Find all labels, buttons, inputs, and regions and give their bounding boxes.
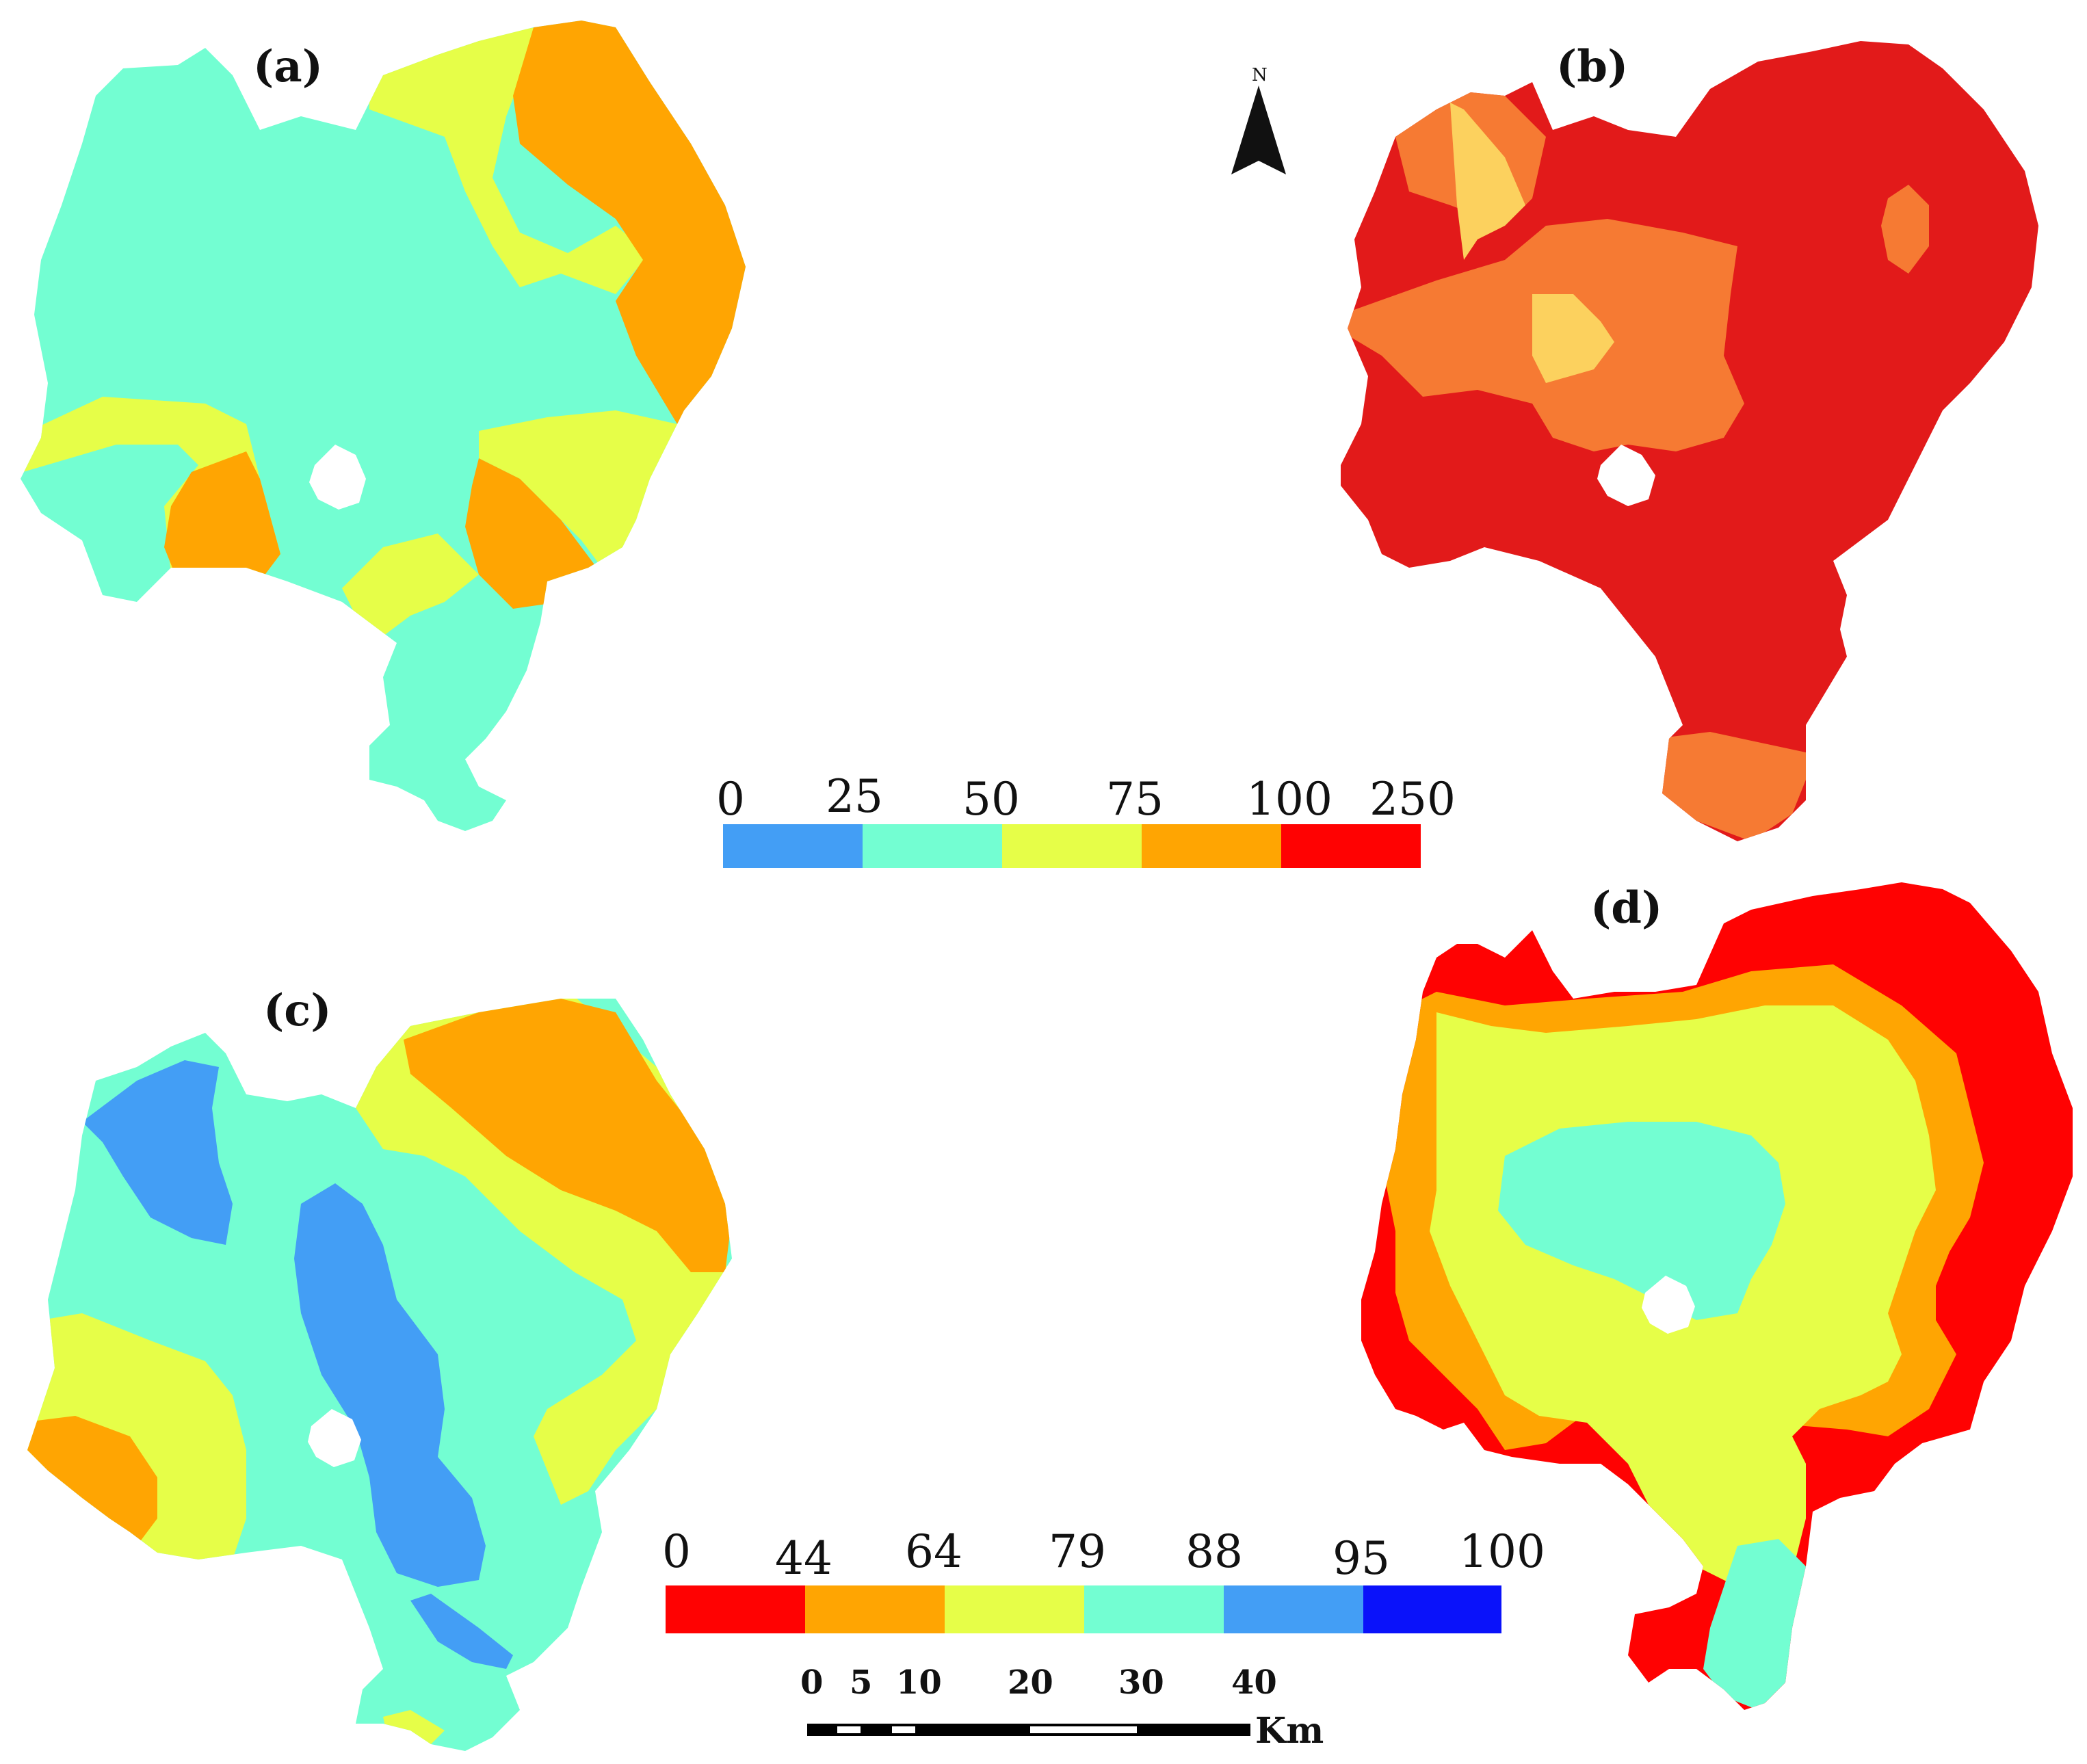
north-arrow: N (1224, 65, 1293, 195)
north-arrow-icon (1231, 85, 1286, 174)
scale-segment-4 (889, 1724, 918, 1736)
legend-top-tick-5: 250 (1369, 773, 1456, 826)
legend-top-swatch-2 (863, 824, 1002, 868)
map-d-zone-cyan-south (1703, 1539, 1813, 1710)
legend-top-tick-2: 50 (962, 773, 1020, 826)
legend-bottom-swatch-4 (1084, 1585, 1224, 1633)
legend-top-swatch-1 (723, 824, 863, 868)
legend-bottom-swatch-3 (945, 1585, 1084, 1633)
map-c-zone-orange-west (27, 1416, 157, 1546)
legend-top-tick-1: 25 (826, 770, 883, 823)
map-b-zone-orange-east (1881, 185, 1929, 274)
legend-bottom-tick-4: 88 (1185, 1525, 1243, 1578)
map-c-zone-orange-northeast (404, 999, 732, 1272)
map-a (21, 21, 746, 831)
legend-bottom-tick-6: 100 (1459, 1525, 1545, 1578)
legend-bottom-tick-5: 95 (1333, 1532, 1390, 1585)
legend-top-swatch-3 (1002, 824, 1142, 868)
legend-top-swatch-5 (1281, 824, 1421, 868)
map-c-lake (308, 1409, 361, 1467)
map-a-zone-yellow-east (479, 410, 677, 568)
map-b-lake (1597, 445, 1655, 506)
legend-top-tick-4: 100 (1246, 773, 1333, 826)
map-b-zone-orange-south (1655, 732, 1806, 841)
map-d-lake (1642, 1276, 1695, 1334)
map-b-zone-pale-north (1450, 103, 1525, 260)
scale-unit: Km (1255, 1710, 1324, 1752)
scale-tick-20: 20 (1008, 1663, 1053, 1702)
legend-bottom-tick-2: 64 (905, 1525, 962, 1578)
map-d (1361, 882, 2073, 1710)
scale-tick-5: 5 (850, 1663, 873, 1702)
scale-tick-0: 0 (800, 1663, 824, 1702)
scale-tick-40: 40 (1231, 1663, 1277, 1702)
scale-tick-10: 10 (896, 1663, 942, 1702)
scale-segment-2 (835, 1724, 863, 1736)
map-b-zone-pale-center (1532, 294, 1614, 383)
scale-segment-3 (862, 1724, 891, 1736)
map-a-zone-yellow-south (342, 534, 479, 636)
panel-label-a: (a) (253, 41, 324, 92)
scale-segment-7 (1138, 1724, 1250, 1736)
scale-segment-5 (917, 1724, 1029, 1736)
legend-bottom-tick-0: 0 (662, 1525, 691, 1578)
panel-label-c: (c) (263, 985, 332, 1036)
legend-bottom-swatch-5 (1224, 1585, 1363, 1633)
legend-top-tick-0: 0 (716, 773, 745, 826)
map-c-zone-blue-south (410, 1594, 513, 1669)
scale-bar: 0 5 10 20 30 40 Km (800, 1655, 1368, 1752)
legend-bottom-swatch-2 (805, 1585, 945, 1633)
panel-label-d: (d) (1590, 882, 1663, 934)
legend-bottom-swatch-6 (1363, 1585, 1501, 1633)
map-d-zone-cyan-center (1498, 1122, 1785, 1320)
legend-bottom-tick-3: 79 (1049, 1525, 1106, 1578)
map-a-lake (309, 445, 366, 510)
legend-top-tick-3: 75 (1106, 773, 1164, 826)
map-c-zone-blue-central (294, 1183, 486, 1587)
scale-segment-1 (807, 1724, 836, 1736)
map-b (1341, 41, 2038, 841)
map-a-zone-orange-west (164, 451, 280, 581)
map-a-zone-orange-east (465, 458, 602, 609)
map-c-zone-blue-north (82, 1060, 233, 1245)
scale-segment-6 (1027, 1724, 1140, 1736)
north-letter: N (1252, 65, 1268, 85)
legend-bottom-tick-1: 44 (775, 1532, 832, 1585)
legend-bottom: 0 44 64 79 88 95 100 (662, 1525, 1545, 1635)
map-a-zone-yellow-north (369, 27, 650, 294)
legend-top-swatch-4 (1142, 824, 1281, 868)
scale-tick-30: 30 (1118, 1663, 1164, 1702)
panel-label-b: (b) (1556, 41, 1629, 92)
map-c (27, 999, 732, 1751)
legend-bottom-swatch-1 (666, 1585, 805, 1633)
legend-top: 0 25 50 75 100 250 (716, 770, 1456, 869)
